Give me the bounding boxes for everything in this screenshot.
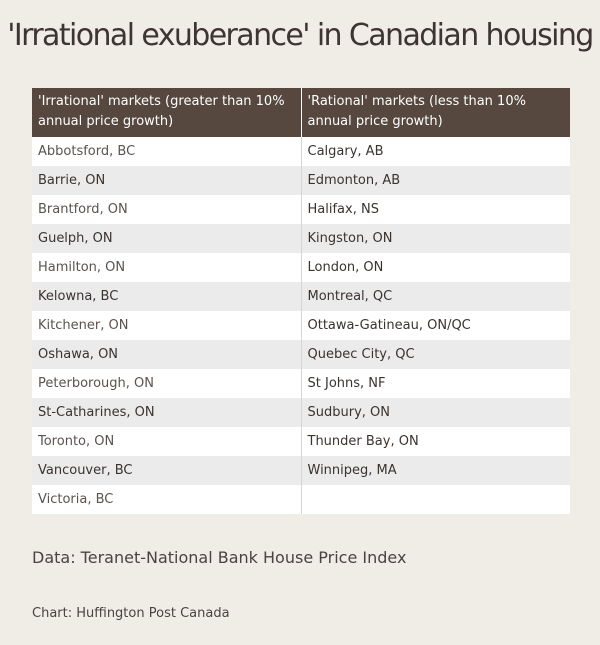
table-row: St-Catharines, ON Sudbury, ON: [32, 398, 570, 427]
data-source-note: Data: Teranet-National Bank House Price …: [32, 548, 407, 567]
chart-title: 'Irrational exuberance' in Canadian hous…: [7, 18, 594, 53]
rational-market-cell: Thunder Bay, ON: [300, 427, 570, 456]
rational-market-cell: Quebec City, QC: [300, 340, 570, 369]
table-row: Hamilton, ON London, ON: [32, 253, 570, 282]
irrational-market-cell: Kitchener, ON: [32, 311, 301, 340]
column-header-irrational: 'Irrational' markets (greater than 10% a…: [32, 88, 301, 137]
table-row: Barrie, ON Edmonton, AB: [32, 166, 570, 195]
column-header-rational: 'Rational' markets (less than 10% annual…: [300, 88, 570, 137]
table-row: Kelowna, BC Montreal, QC: [32, 282, 570, 311]
irrational-market-cell: Victoria, BC: [32, 485, 301, 514]
table-row: Brantford, ON Halifax, NS: [32, 195, 570, 224]
irrational-market-cell: St-Catharines, ON: [32, 398, 301, 427]
table-row: Toronto, ON Thunder Bay, ON: [32, 427, 570, 456]
table-body: Abbotsford, BC Calgary, AB Barrie, ON Edmon…: [32, 137, 570, 514]
irrational-market-cell: Guelph, ON: [32, 224, 301, 253]
rational-market-cell: Winnipeg, MA: [300, 456, 570, 485]
rational-market-cell: London, ON: [300, 253, 570, 282]
chart-credit: Chart: Huffington Post Canada: [32, 606, 230, 621]
rational-market-cell: Montreal, QC: [300, 282, 570, 311]
irrational-market-cell: Kelowna, BC: [32, 282, 301, 311]
markets-table: 'Irrational' markets (greater than 10% a…: [32, 88, 570, 514]
irrational-market-cell: Peterborough, ON: [32, 369, 301, 398]
irrational-market-cell: Oshawa, ON: [32, 340, 301, 369]
table-row: Peterborough, ON St Johns, NF: [32, 369, 570, 398]
rational-market-cell: Kingston, ON: [300, 224, 570, 253]
irrational-market-cell: Vancouver, BC: [32, 456, 301, 485]
table-row: Oshawa, ON Quebec City, QC: [32, 340, 570, 369]
irrational-market-cell: Barrie, ON: [32, 166, 301, 195]
table-header-row: 'Irrational' markets (greater than 10% a…: [32, 88, 570, 137]
rational-market-cell: Edmonton, AB: [300, 166, 570, 195]
rational-market-cell: Calgary, AB: [300, 137, 570, 166]
irrational-market-cell: Abbotsford, BC: [32, 137, 301, 166]
rational-market-cell: [300, 485, 570, 514]
table-row: Abbotsford, BC Calgary, AB: [32, 137, 570, 166]
irrational-market-cell: Toronto, ON: [32, 427, 301, 456]
table-row: Kitchener, ON Ottawa-Gatineau, ON/QC: [32, 311, 570, 340]
rational-market-cell: Ottawa-Gatineau, ON/QC: [300, 311, 570, 340]
irrational-market-cell: Brantford, ON: [32, 195, 301, 224]
rational-market-cell: St Johns, NF: [300, 369, 570, 398]
irrational-market-cell: Hamilton, ON: [32, 253, 301, 282]
table-row: Victoria, BC: [32, 485, 570, 514]
rational-market-cell: Sudbury, ON: [300, 398, 570, 427]
table-row: Guelph, ON Kingston, ON: [32, 224, 570, 253]
table-row: Vancouver, BC Winnipeg, MA: [32, 456, 570, 485]
rational-market-cell: Halifax, NS: [300, 195, 570, 224]
